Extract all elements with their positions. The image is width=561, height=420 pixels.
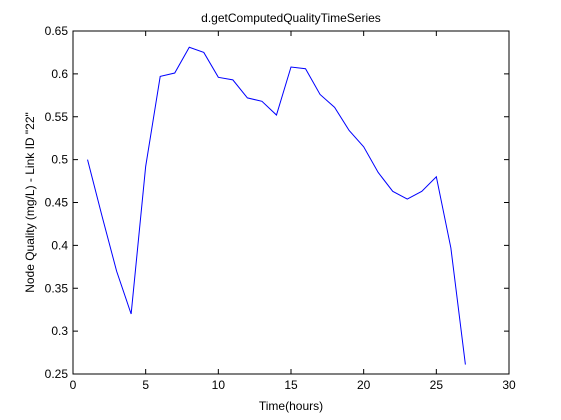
y-tick-label: 0.35	[45, 281, 69, 295]
x-tick-label: 20	[357, 378, 371, 392]
y-axis-label: Node Quality (mg/L) - Link ID "22"	[23, 112, 37, 293]
x-tick-label: 5	[142, 378, 149, 392]
y-tick-label: 0.65	[45, 24, 69, 38]
x-tick-label: 25	[430, 378, 444, 392]
x-tick-label: 15	[284, 378, 298, 392]
x-tick-label: 10	[212, 378, 226, 392]
data-series-line	[87, 46, 466, 365]
x-axis-label: Time(hours)	[259, 399, 323, 413]
y-tick-label: 0.55	[45, 110, 69, 124]
y-tick-label: 0.6	[51, 67, 68, 81]
chart-title: d.getComputedQualityTimeSeries	[201, 11, 381, 25]
plot-area	[72, 30, 510, 375]
x-tick-label: 0	[70, 378, 77, 392]
y-tick-label: 0.5	[51, 153, 68, 167]
y-tick-label: 0.3	[51, 324, 68, 338]
x-tick-label: 30	[502, 378, 516, 392]
y-tick-label: 0.4	[51, 238, 68, 252]
y-tick-label: 0.25	[45, 367, 69, 381]
y-tick-label: 0.45	[45, 196, 69, 210]
